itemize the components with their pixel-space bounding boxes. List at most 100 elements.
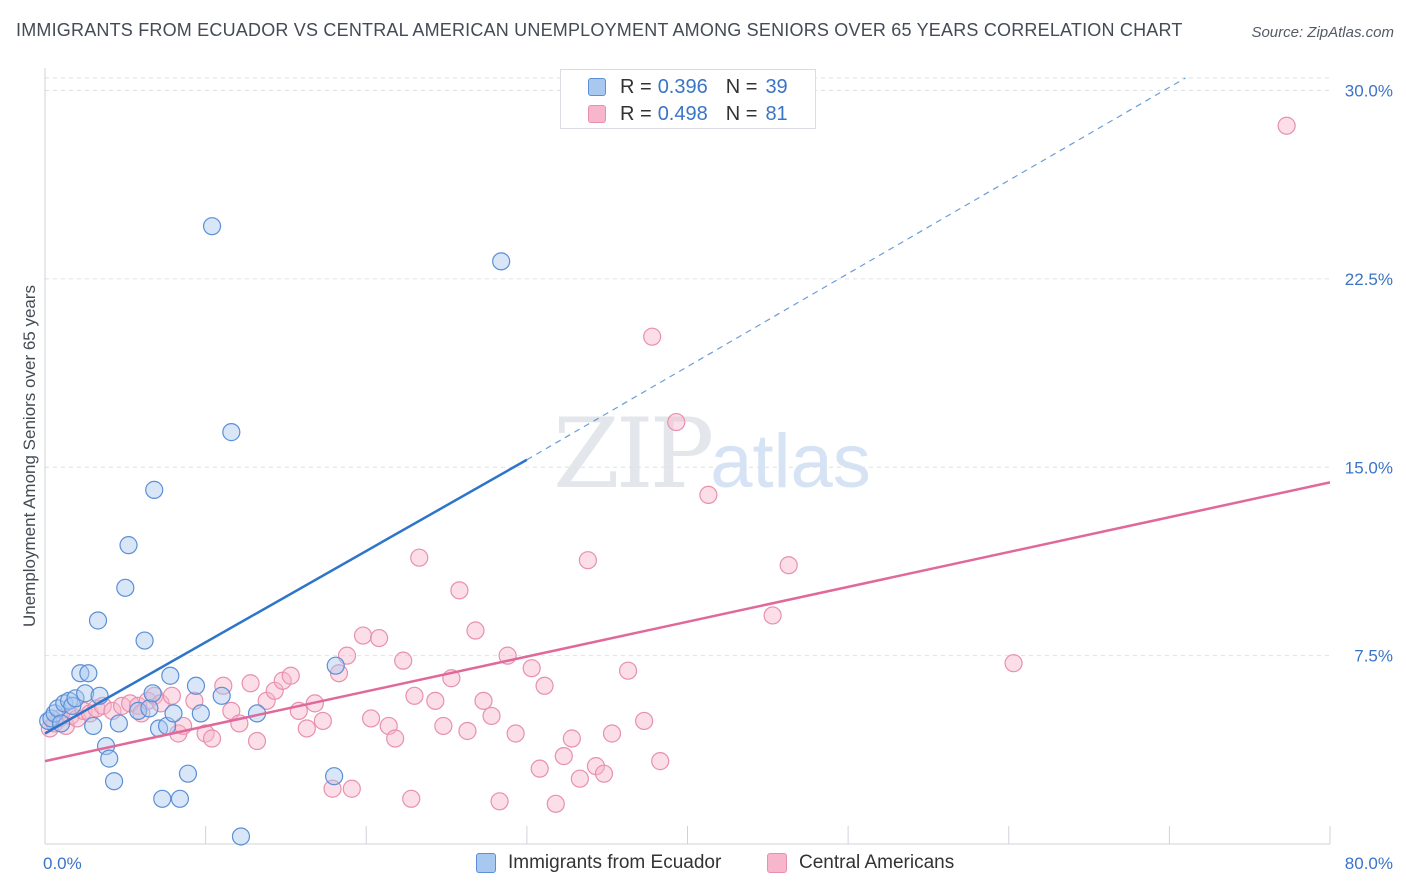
central-american-point	[594, 764, 614, 783]
central-american-point	[466, 621, 485, 640]
ecuador-point	[202, 217, 222, 236]
central-american-point	[779, 556, 798, 575]
central-american-point	[474, 691, 493, 710]
central-american-point	[241, 674, 260, 693]
central-american-point	[699, 485, 718, 505]
legend-box: R = 0.396 N = 39 R = 0.498 N = 81	[560, 69, 816, 129]
x-tick-label: 80.0%	[1345, 854, 1393, 873]
central-american-point	[410, 548, 429, 567]
central-american-point	[342, 779, 361, 798]
legend-swatch-ecuador	[588, 78, 606, 96]
watermark: ZIPatlas	[553, 398, 871, 510]
ecuador-point	[186, 676, 206, 695]
central-american-point	[562, 729, 581, 748]
central-american-point	[522, 659, 541, 678]
x-tick-label: 0.0%	[43, 854, 82, 873]
ecuador-point	[164, 704, 183, 723]
ecuador-point	[325, 767, 344, 786]
legend-n-label: N =	[725, 75, 758, 98]
ecuador-point	[161, 666, 180, 685]
legend-n-value: 81	[765, 102, 788, 125]
central-american-point	[402, 789, 421, 808]
y-tick-label: 15.0%	[1345, 458, 1393, 477]
ecuador-point	[153, 789, 172, 808]
central-american-point	[353, 626, 373, 645]
central-american-point	[602, 724, 622, 743]
central-american-point	[578, 551, 598, 570]
ecuador-trend-extension	[526, 77, 1186, 461]
central-american-point	[450, 581, 469, 600]
legend-r-value: 0.396	[657, 75, 708, 98]
central-american-point	[370, 628, 389, 648]
central-american-point	[667, 412, 686, 432]
central-american-point	[506, 724, 525, 743]
ecuador-point	[143, 684, 162, 703]
ecuador-point	[222, 423, 241, 442]
central-american-point	[361, 709, 381, 728]
ecuador-point	[231, 827, 251, 846]
legend-swatch-central-americans	[588, 105, 606, 123]
central-american-point	[405, 686, 424, 705]
ecuador-point	[178, 764, 198, 783]
bottom-legend-swatch-ecuador	[476, 853, 496, 873]
central-american-point	[490, 792, 509, 811]
central-american-point	[281, 666, 300, 685]
legend-row-central-americans: R = 0.498 N = 81	[588, 102, 788, 126]
ecuador-point	[145, 480, 164, 499]
ecuador-point	[326, 656, 345, 675]
ecuador-point	[170, 789, 190, 808]
ecuador-point	[212, 686, 231, 705]
watermark-atlas: atlas	[710, 419, 871, 504]
legend-n-label: N =	[725, 102, 758, 125]
central-american-point	[1277, 116, 1296, 135]
bottom-legend-central-americans: Central Americans	[767, 852, 954, 874]
ecuador-point	[84, 716, 103, 736]
central-american-point	[458, 721, 477, 741]
y-tick-label: 22.5%	[1345, 270, 1393, 289]
central-american-point	[297, 719, 316, 738]
central-american-point	[202, 729, 222, 748]
central-american-point	[162, 686, 181, 705]
legend-row-ecuador: R = 0.396 N = 39	[588, 75, 788, 99]
central-american-point	[763, 606, 782, 625]
ecuador-point	[88, 611, 108, 630]
y-tick-label: 7.5%	[1354, 647, 1393, 666]
bottom-legend-label-ecuador: Immigrants from Ecuador	[508, 852, 722, 873]
ecuador-point	[129, 701, 148, 720]
ecuador-point	[76, 684, 95, 703]
ecuador-point	[79, 664, 98, 683]
ecuador-point	[119, 536, 138, 555]
central-american-point	[1004, 654, 1023, 673]
central-american-point	[482, 706, 501, 726]
central-american-point	[554, 746, 573, 766]
ecuador-point	[492, 252, 511, 271]
central-american-point	[643, 327, 662, 346]
legend-r-label: R =	[620, 102, 652, 125]
central-american-point	[394, 651, 413, 670]
legend-r-label: R =	[620, 75, 652, 98]
central-american-point	[426, 691, 445, 710]
central-american-point	[313, 711, 332, 731]
chart-title: IMMIGRANTS FROM ECUADOR VS CENTRAL AMERI…	[16, 20, 1183, 40]
central-american-point	[530, 759, 549, 778]
ecuador-trend-line	[44, 458, 528, 735]
ecuador-point	[140, 699, 159, 718]
bottom-legend-ecuador: Immigrants from Ecuador	[476, 852, 721, 874]
central-american-point	[635, 711, 654, 731]
ecuador-point	[116, 578, 135, 597]
bottom-legend-swatch-central-americans	[767, 853, 787, 873]
central-american-point	[618, 661, 638, 680]
central-american-trend-line	[44, 481, 1331, 763]
ecuador-point	[109, 714, 128, 733]
central-american-point	[386, 729, 405, 748]
ecuador-point	[191, 704, 210, 723]
y-tick-label: 30.0%	[1345, 82, 1393, 101]
central-american-point	[570, 769, 589, 788]
legend-r-value: 0.498	[657, 102, 708, 125]
bottom-legend-label-central-americans: Central Americans	[799, 852, 955, 873]
central-american-point	[651, 752, 670, 771]
central-american-point	[535, 676, 554, 695]
ecuador-point	[100, 749, 119, 768]
ecuador-point	[135, 631, 154, 650]
